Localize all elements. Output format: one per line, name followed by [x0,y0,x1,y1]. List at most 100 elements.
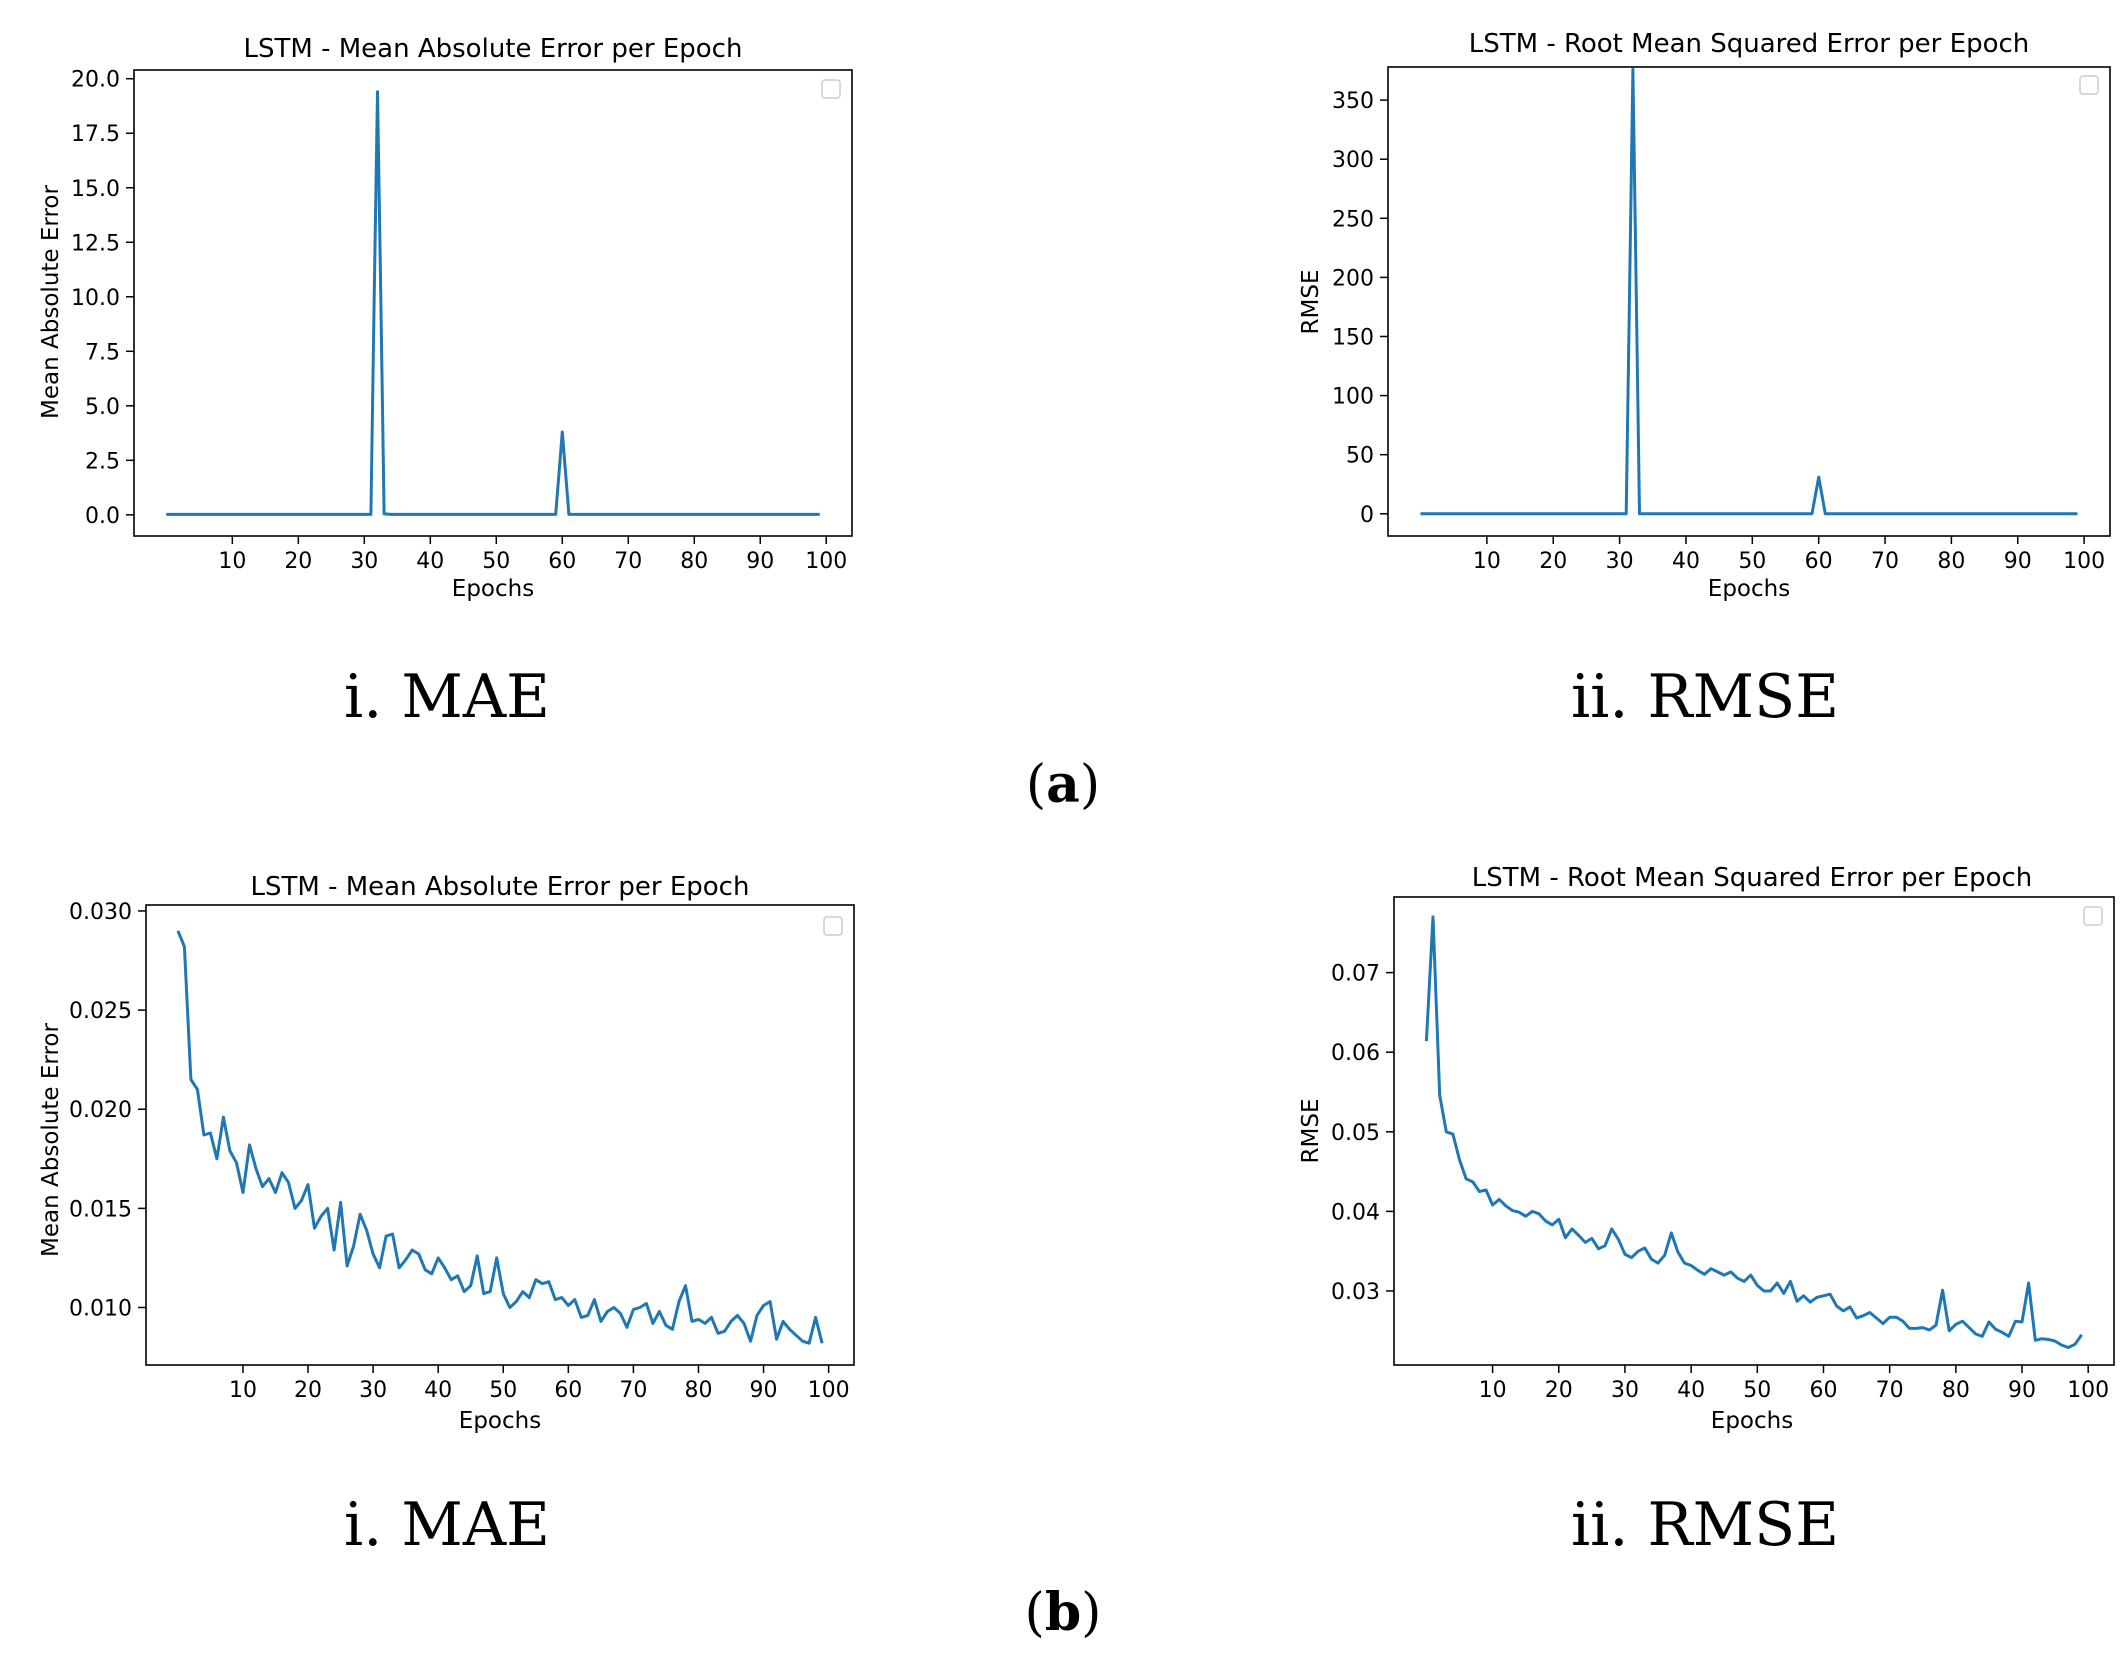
panel-b-caption-rmse: ii. RMSE [1571,1490,1839,1560]
chart-b-mae: LSTM - Mean Absolute Error per Epoch Mea… [38,872,855,1560]
x-tick-label: 30 [359,1378,387,1403]
y-axis-label: RMSE [1298,1099,1324,1164]
x-tick-label: 60 [548,549,576,574]
panel-label-a: (a) [1026,754,1100,815]
rmse-series-line [1424,915,2083,1349]
x-tick-label: 100 [2067,1378,2109,1403]
x-tick-label: 30 [350,549,378,574]
y-axis-label: RMSE [1298,270,1324,335]
legend-box [2083,906,2103,926]
x-tick-label: 90 [746,549,774,574]
y-tick-label: 0.010 [69,1297,132,1322]
x-tick-label: 20 [284,549,312,574]
chart-title: LSTM - Root Mean Squared Error per Epoch [1472,863,2033,893]
x-axis-label: Epochs [1708,576,1790,602]
x-axis-label: Epochs [459,1408,541,1434]
x-tick-label: 70 [1871,549,1899,574]
x-tick-label: 80 [680,549,708,574]
x-tick-label: 20 [1539,549,1567,574]
panel-a-caption-rmse: ii. RMSE [1571,662,1839,732]
y-tick-label: 0.030 [69,900,132,925]
x-tick-label: 10 [218,549,246,574]
plot-area [1387,66,2111,537]
x-tick-label: 20 [1545,1378,1573,1403]
x-tick-label: 70 [1876,1378,1904,1403]
x-tick-label: 100 [805,549,847,574]
x-axis-label: Epochs [1711,1408,1793,1434]
chart-title: LSTM - Mean Absolute Error per Epoch [244,34,743,64]
x-tick-label: 60 [554,1378,582,1403]
legend-box [823,916,843,936]
x-tick-label: 80 [684,1378,712,1403]
panel-a-caption-mae: i. MAE [344,662,550,732]
y-tick-label: 5.0 [85,395,120,420]
y-tick-label: 0 [1360,503,1374,528]
y-tick-label: 0.05 [1331,1121,1380,1146]
x-tick-label: 50 [489,1378,517,1403]
x-tick-label: 10 [1479,1378,1507,1403]
y-tick-label: 150 [1332,325,1374,350]
y-tick-label: 0.0 [85,504,120,529]
chart-a-mae: LSTM - Mean Absolute Error per Epoch Mea… [38,34,853,732]
x-tick-label: 20 [294,1378,322,1403]
x-tick-label: 40 [424,1378,452,1403]
y-axis-label: Mean Absolute Error [38,1023,64,1257]
chart-title: LSTM - Mean Absolute Error per Epoch [251,872,750,902]
x-tick-label: 50 [1738,549,1766,574]
plot-area [1393,896,2115,1366]
y-tick-label: 0.04 [1331,1200,1380,1225]
mae-series-line [176,930,824,1345]
y-tick-label: 10.0 [71,286,120,311]
panel-b-caption-mae: i. MAE [344,1490,550,1560]
x-tick-label: 80 [1937,549,1965,574]
x-tick-label: 30 [1611,1378,1639,1403]
y-tick-label: 0.06 [1331,1041,1380,1066]
y-axis-label: Mean Absolute Error [38,185,64,419]
x-tick-label: 60 [1805,549,1833,574]
x-tick-label: 100 [808,1378,850,1403]
panel-label-b: (b) [1025,1582,1102,1643]
x-tick-label: 50 [1743,1378,1771,1403]
x-axis-label: Epochs [452,576,534,602]
x-tick-label: 40 [416,549,444,574]
y-tick-label: 0.025 [69,999,132,1024]
x-tick-label: 70 [619,1378,647,1403]
y-tick-label: 7.5 [85,340,120,365]
y-tick-label: 15.0 [71,177,120,202]
rmse-series-line [1420,67,2078,516]
y-tick-label: 350 [1332,89,1374,114]
x-tick-label: 90 [2008,1378,2036,1403]
y-tick-label: 0.07 [1331,962,1380,987]
y-tick-label: 17.5 [71,122,120,147]
x-tick-label: 100 [2063,549,2105,574]
legend-box [2079,75,2099,95]
chart-title: LSTM - Root Mean Squared Error per Epoch [1469,29,2030,59]
legend-box [821,79,841,99]
x-tick-label: 10 [229,1378,257,1403]
y-tick-label: 0.020 [69,1098,132,1123]
chart-a-rmse: LSTM - Root Mean Squared Error per Epoch… [1298,29,2111,732]
x-tick-label: 90 [2004,549,2032,574]
x-tick-label: 40 [1677,1378,1705,1403]
x-tick-label: 30 [1606,549,1634,574]
y-tick-label: 12.5 [71,231,120,256]
y-tick-label: 250 [1332,207,1374,232]
x-tick-label: 10 [1473,549,1501,574]
y-tick-label: 100 [1332,385,1374,410]
y-tick-label: 2.5 [85,449,120,474]
y-tick-label: 50 [1346,444,1374,469]
y-tick-label: 300 [1332,148,1374,173]
y-tick-label: 0.015 [69,1197,132,1222]
x-tick-label: 40 [1672,549,1700,574]
x-tick-label: 70 [614,549,642,574]
y-tick-label: 200 [1332,266,1374,291]
plot-area [145,904,855,1366]
x-tick-label: 90 [750,1378,778,1403]
mae-series-line [166,90,820,516]
chart-b-rmse: LSTM - Root Mean Squared Error per Epoch… [1298,863,2115,1560]
x-tick-label: 80 [1942,1378,1970,1403]
y-tick-label: 20.0 [71,68,120,93]
y-tick-label: 0.03 [1331,1280,1380,1305]
x-tick-label: 50 [482,549,510,574]
